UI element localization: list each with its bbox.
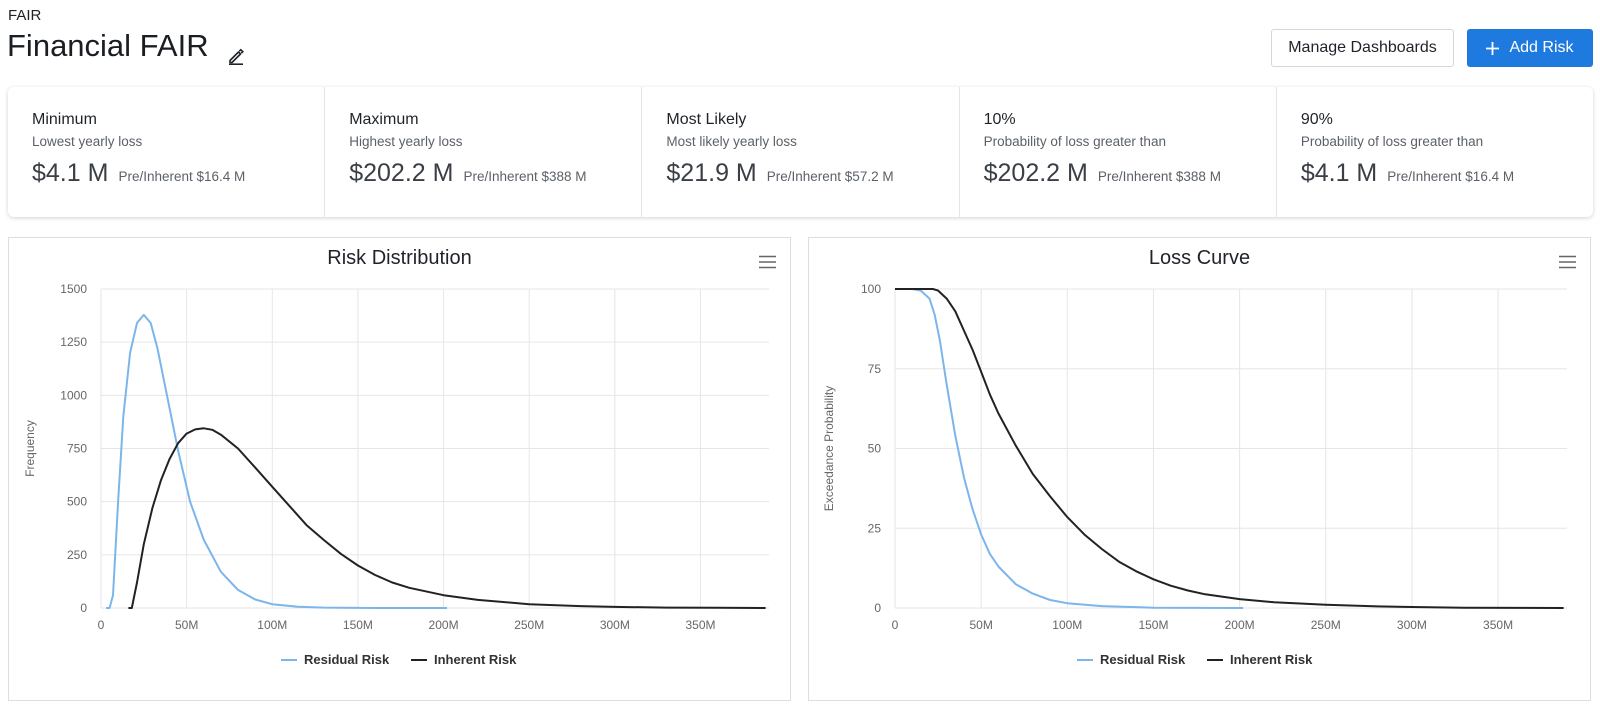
x-tick-label: 100M	[1052, 618, 1082, 632]
y-tick-label: 50	[868, 442, 882, 456]
legend-item[interactable]: Inherent Risk	[1207, 652, 1313, 667]
stat-subtitle: Probability of loss greater than	[983, 134, 1166, 149]
y-tick-label: 500	[67, 495, 87, 509]
y-tick-label: 100	[861, 282, 881, 296]
y-tick-label: 25	[868, 521, 882, 535]
legend-item[interactable]: Residual Risk	[1077, 652, 1186, 667]
stat-label: Maximum	[349, 111, 419, 128]
stat-subtitle: Highest yearly loss	[349, 134, 463, 149]
stat-10-percent: 10% Probability of loss greater than $20…	[960, 87, 1277, 217]
stat-label: 90%	[1300, 111, 1333, 128]
chart-plot: 0 250 500 750 1000 1250 1500 0 50M 100M 150M 200M 25…	[23, 282, 769, 667]
stat-value: $21.9 M	[666, 159, 757, 187]
x-tick-label: 200M	[429, 618, 459, 632]
breadcrumb[interactable]: FAIR	[8, 7, 42, 24]
x-tick-label: 100M	[257, 618, 287, 632]
x-tick-label: 150M	[1138, 618, 1168, 632]
x-tick-label: 50M	[175, 618, 198, 632]
series-line-residual-risk	[895, 288, 1244, 609]
y-axis-label: Frequency	[23, 420, 37, 477]
legend-item[interactable]: Inherent Risk	[411, 652, 517, 667]
chart-plot: 0 25 50 75 100 0 50M 100M 150M 200M 250M 300M 350M Ex…	[822, 282, 1567, 667]
chart-title: Loss Curve	[1148, 247, 1251, 269]
legend-label: Residual Risk	[1100, 652, 1186, 667]
y-axis-label: Exceedance Probability	[822, 386, 836, 511]
x-tick-label: 250M	[1311, 618, 1341, 632]
y-tick-label: 0	[874, 601, 881, 615]
loss-stats-panel: Minimum Lowest yearly loss $4.1 M Pre/In…	[8, 87, 1593, 217]
chart-title: Risk Distribution	[327, 247, 472, 269]
legend-label: Inherent Risk	[434, 652, 517, 667]
stat-inherent-value: Pre/Inherent $16.4 M	[118, 169, 246, 184]
x-tick-label: 300M	[600, 618, 630, 632]
y-tick-label: 75	[868, 362, 882, 376]
pencil-icon[interactable]	[227, 37, 245, 66]
x-tick-label: 0	[98, 618, 105, 632]
x-tick-label: 150M	[343, 618, 373, 632]
stat-value: $4.1 M	[32, 159, 109, 187]
stat-label: 10%	[983, 111, 1016, 128]
stat-inherent-value: Pre/Inherent $388 M	[1097, 169, 1221, 184]
add-risk-label: Add Risk	[1509, 39, 1574, 56]
stat-value: $202.2 M	[349, 159, 454, 187]
stat-maximum: Maximum Highest yearly loss $202.2 M Pre…	[325, 87, 643, 217]
loss-curve-chart: Loss Curve 0 25 50 75 100 0 50M 100M 150M 200M 250…	[808, 237, 1591, 701]
page-title: Financial FAIR	[7, 28, 209, 63]
x-tick-label: 50M	[969, 618, 992, 632]
stat-inherent-value: Pre/Inherent $16.4 M	[1387, 169, 1515, 184]
y-tick-label: 750	[67, 442, 87, 456]
legend-label: Inherent Risk	[1230, 652, 1313, 667]
x-tick-label: 0	[892, 618, 899, 632]
series-line-inherent-risk	[895, 288, 1564, 609]
series-line-inherent-risk	[128, 427, 766, 609]
plus-icon	[1486, 41, 1500, 55]
stat-label: Most Likely	[666, 111, 747, 128]
x-tick-label: 200M	[1225, 618, 1255, 632]
stat-90-percent: 90% Probability of loss greater than $4.…	[1277, 87, 1593, 217]
stat-subtitle: Probability of loss greater than	[1300, 134, 1484, 149]
add-risk-button[interactable]: Add Risk	[1467, 29, 1593, 67]
stat-most-likely: Most Likely Most likely yearly loss $21.…	[642, 87, 960, 217]
y-tick-label: 0	[80, 601, 87, 615]
y-tick-label: 1250	[60, 335, 87, 349]
stat-inherent-value: Pre/Inherent $388 M	[463, 169, 587, 184]
hamburger-menu-icon[interactable]	[1558, 255, 1577, 269]
y-tick-label: 1000	[60, 388, 87, 402]
x-tick-label: 350M	[685, 618, 715, 632]
page-title-row: Financial FAIR	[7, 28, 245, 66]
risk-distribution-chart: Risk Distribution 0 250 500 750 1000 1250 1500…	[8, 237, 791, 701]
stat-label: Minimum	[32, 111, 97, 128]
x-tick-label: 300M	[1397, 618, 1427, 632]
legend-item[interactable]: Residual Risk	[281, 652, 390, 667]
stat-value: $202.2 M	[983, 159, 1088, 187]
x-tick-label: 350M	[1483, 618, 1513, 632]
series-line-residual-risk	[106, 313, 447, 609]
stat-inherent-value: Pre/Inherent $57.2 M	[766, 169, 894, 184]
x-tick-label: 250M	[514, 618, 544, 632]
stat-minimum: Minimum Lowest yearly loss $4.1 M Pre/In…	[8, 87, 326, 217]
stat-subtitle: Most likely yearly loss	[666, 134, 797, 149]
stat-value: $4.1 M	[1300, 159, 1378, 187]
manage-dashboards-button[interactable]: Manage Dashboards	[1271, 29, 1454, 67]
hamburger-menu-icon[interactable]	[758, 255, 777, 269]
y-tick-label: 250	[67, 548, 87, 562]
legend-label: Residual Risk	[304, 652, 390, 667]
y-tick-label: 1500	[60, 282, 87, 296]
stat-subtitle: Lowest yearly loss	[32, 134, 143, 149]
